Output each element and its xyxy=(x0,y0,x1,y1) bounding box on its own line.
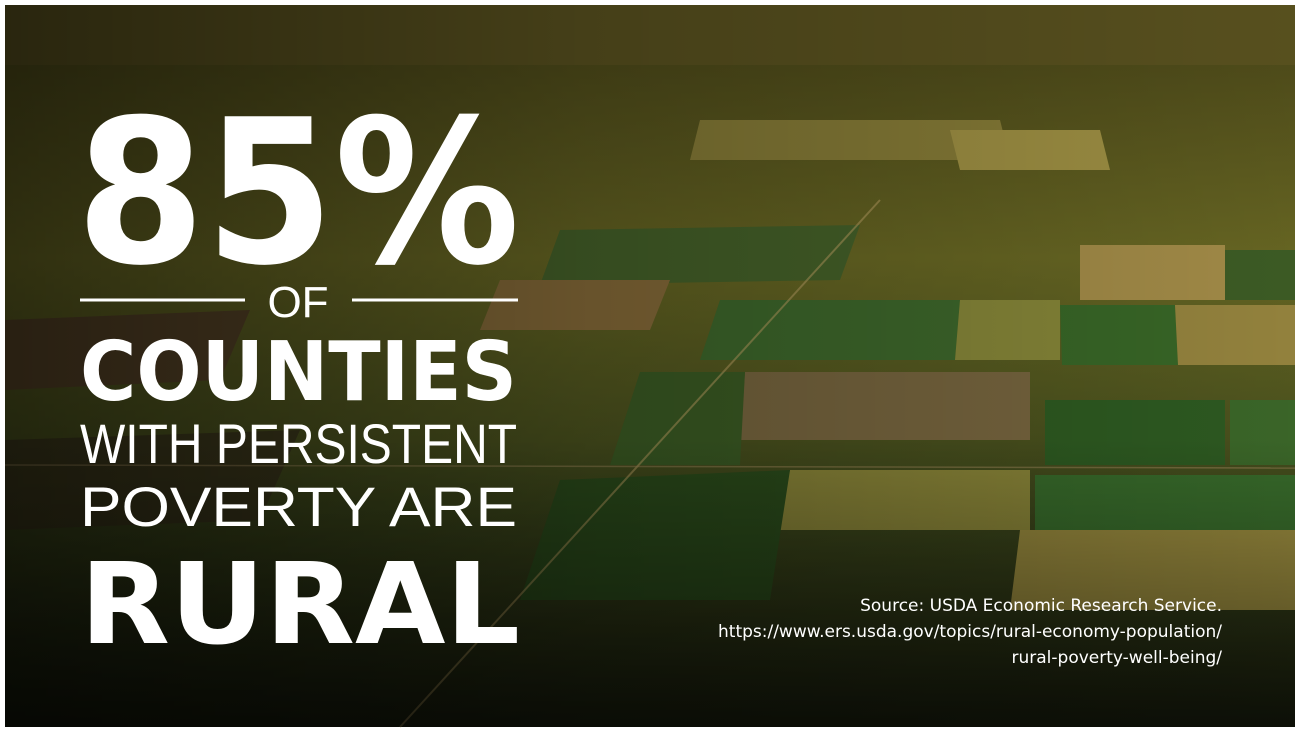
headline-line: POVERTY ARE xyxy=(80,475,517,538)
headline-figure: 85% xyxy=(76,77,520,310)
headline-line: WITH PERSISTENT xyxy=(80,412,517,475)
headline: 85% OF COUNTIES WITH PERSISTENT POVERTY … xyxy=(76,77,520,670)
source-line: Source: USDA Economic Research Service. xyxy=(860,596,1222,616)
headline-connector: OF xyxy=(267,278,328,327)
source-line: rural-poverty-well-being/ xyxy=(1012,648,1223,668)
source-note: Source: USDA Economic Research Service. … xyxy=(718,596,1222,668)
background-photo xyxy=(4,5,1296,728)
headline-subject: COUNTIES xyxy=(80,325,517,420)
source-line: https://www.ers.usda.gov/topics/rural-ec… xyxy=(718,622,1222,642)
headline-emphasis: RURAL xyxy=(80,540,520,670)
